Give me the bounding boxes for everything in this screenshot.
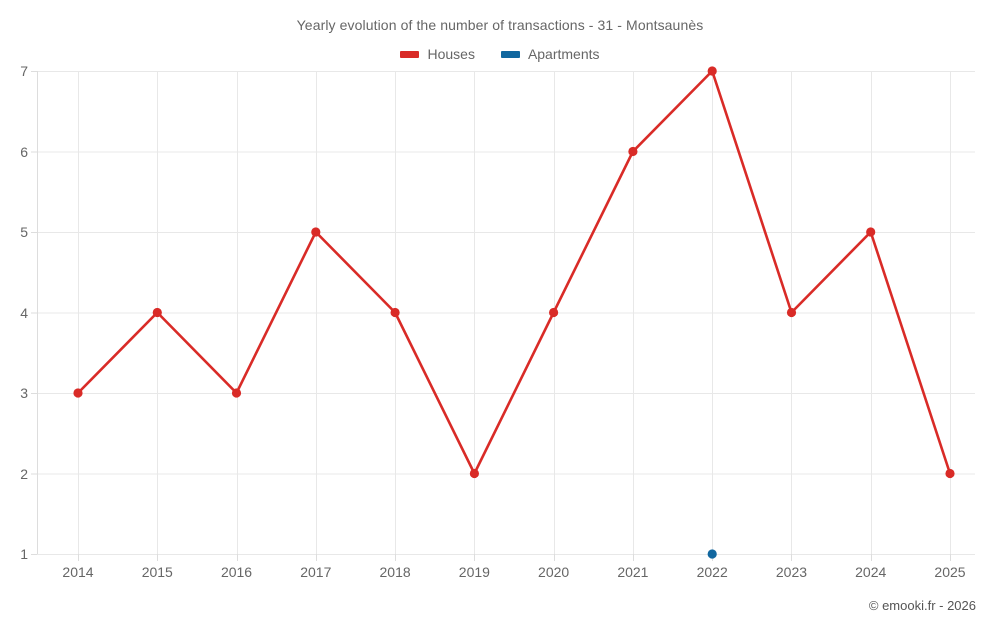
x-axis-tick-label: 2017 xyxy=(300,564,332,580)
copyright-credit: © emooki.fr - 2026 xyxy=(868,598,976,613)
data-point[interactable] xyxy=(628,146,638,157)
data-point[interactable] xyxy=(231,388,242,398)
x-axis-tick-label: 2024 xyxy=(855,564,887,580)
chart-title: Yearly evolution of the number of transa… xyxy=(296,17,704,33)
legend-label-apartments: Apartments xyxy=(527,46,600,62)
x-axis-tick-label: 2020 xyxy=(538,564,570,580)
y-axis-tick-label: 1 xyxy=(20,546,28,562)
y-axis-tick-label: 3 xyxy=(20,385,28,401)
data-point[interactable] xyxy=(945,468,955,479)
axis-ticks xyxy=(31,71,951,561)
data-point[interactable] xyxy=(73,388,83,398)
x-axis-tick-label: 2025 xyxy=(934,564,966,580)
line-swatch-icon xyxy=(400,50,420,58)
data-point[interactable] xyxy=(469,468,479,479)
legend-item-houses[interactable]: Houses xyxy=(400,46,475,62)
y-axis-tick-label: 7 xyxy=(20,63,28,79)
y-axis-tick-label: 5 xyxy=(20,224,28,240)
data-point[interactable] xyxy=(311,227,321,237)
x-axis-tick-label: 2015 xyxy=(141,564,173,580)
data-point[interactable] xyxy=(549,307,559,318)
y-axis-tick-label: 6 xyxy=(20,143,28,160)
x-axis-tick-label: 2022 xyxy=(696,564,728,580)
y-axis-tick-label: 2 xyxy=(20,465,28,482)
x-axis-tick-label: 2016 xyxy=(220,564,253,580)
series-points xyxy=(73,66,955,559)
chart-legend: Houses Apartments xyxy=(0,46,1000,62)
y-axis-tick-label: 4 xyxy=(20,304,28,321)
data-point[interactable] xyxy=(866,227,876,237)
line-swatch-icon xyxy=(500,50,520,58)
gridlines xyxy=(37,71,975,555)
legend-label-houses: Houses xyxy=(427,46,475,62)
x-axis-tick-label: 2019 xyxy=(458,564,490,580)
x-axis-tick-label: 2014 xyxy=(62,564,94,580)
legend-item-apartments[interactable]: Apartments xyxy=(500,46,600,62)
data-point[interactable] xyxy=(390,307,400,318)
x-axis-tick-label: 2021 xyxy=(617,564,649,580)
data-point[interactable] xyxy=(707,66,717,76)
data-point[interactable] xyxy=(786,307,797,318)
data-point[interactable] xyxy=(707,549,717,559)
data-point[interactable] xyxy=(152,307,162,318)
series-lines xyxy=(76,69,952,475)
x-axis-tick-label: 2018 xyxy=(379,564,411,580)
x-axis-tick-label: 2023 xyxy=(775,564,808,580)
